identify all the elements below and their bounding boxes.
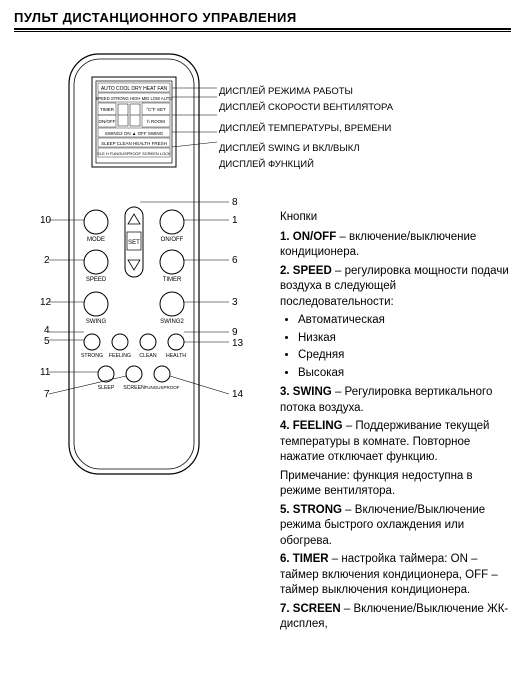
callout-5: 5 <box>44 336 50 347</box>
callout-8: 8 <box>232 197 238 208</box>
callout-11: 11 <box>40 367 50 378</box>
item-1-bold: 1. ON/OFF <box>280 231 336 243</box>
callout-6: 6 <box>232 255 238 266</box>
label-mode: ДИСПЛЕЙ РЕЖИМА РАБОТЫ <box>219 87 393 98</box>
item-5: 5. STRONG – Включение/Выключение режима … <box>280 503 511 550</box>
btn-swing-label: SWING <box>86 319 107 325</box>
callout-4: 4 <box>44 325 50 336</box>
item-4: 4. FEELING – Поддерживание текущей темпе… <box>280 419 511 466</box>
btn-speed-label: SPEED <box>86 277 107 283</box>
btn-clean-label: CLEAN <box>139 353 157 359</box>
item-5-bold: 5. STRONG <box>280 504 342 516</box>
speed-low: Низкая <box>298 331 511 347</box>
speed-list: Автоматическая Низкая Средняя Высокая <box>280 313 511 381</box>
item-7: 7. SCREEN – Включение/Выключение ЖК-дисп… <box>280 602 511 633</box>
btn-timer-label: TIMER <box>163 277 182 283</box>
lcd-row7: ELE.H FUNGUSPROOF SCREEN LOCK <box>97 151 171 156</box>
btn-onoff-label: ON/OFF <box>161 237 184 243</box>
callout-14: 14 <box>232 389 243 400</box>
item-2-bold: 2. SPEED <box>280 265 332 277</box>
btn-swing2-label: SWING2 <box>160 319 184 325</box>
item-4-bold: 4. FEELING <box>280 420 343 432</box>
btn-health-label: HEALTH <box>166 353 186 359</box>
btn-fungus-label: FUNGUSPROOF <box>144 385 179 390</box>
label-swing: ДИСПЛЕЙ SWING И ВКЛ/ВЫКЛ <box>219 144 393 155</box>
btn-screen-label: SCREEN <box>123 385 145 391</box>
lcd-row1: AUTO COOL DRY HEAT FAN <box>101 86 168 92</box>
lcd-cf: °C°F SET <box>146 107 166 112</box>
remote-diagram: AUTO COOL DRY HEAT FAN SPEED STRONG HIGH… <box>14 42 274 482</box>
left-column: AUTO COOL DRY HEAT FAN SPEED STRONG HIGH… <box>14 42 274 482</box>
btn-sleep-label: SLEEP <box>98 385 115 391</box>
callout-7: 7 <box>44 389 50 400</box>
item-7-bold: 7. SCREEN <box>280 603 341 615</box>
callout-2: 2 <box>44 255 50 266</box>
btn-mode-label: MODE <box>87 237 105 243</box>
rule-thin <box>14 31 511 32</box>
buttons-heading: Кнопки <box>280 210 511 226</box>
item-4-note: Примечание: функция недоступна в режиме … <box>280 469 511 500</box>
callout-3: 3 <box>232 297 238 308</box>
label-temptime: ДИСПЛЕЙ ТЕМПЕРАТУРЫ, ВРЕМЕНИ <box>219 124 393 135</box>
lcd-row5: SWING2 ON ▲ OFF SWING <box>105 131 164 136</box>
lcd-row6: SLEEP CLEAN HEALTH FRESH <box>101 141 167 146</box>
item-1: 1. ON/OFF – включение/выключение кондици… <box>280 230 511 261</box>
speed-mid: Средняя <box>298 348 511 364</box>
item-2: 2. SPEED – регулировка мощности подачи в… <box>280 264 511 311</box>
label-fanspeed: ДИСПЛЕЙ СКОРОСТИ ВЕНТИЛЯТОРА <box>219 103 393 114</box>
lcd-room: h ROOM <box>147 119 165 124</box>
callout-1: 1 <box>232 215 238 226</box>
speed-high: Высокая <box>298 366 511 382</box>
lcd-onoff: ON/OFF <box>99 119 116 124</box>
btn-strong-label: STRONG <box>81 353 103 359</box>
item-6-bold: 6. TIMER <box>280 553 329 565</box>
item-6: 6. TIMER – настройка таймера: ON – тайме… <box>280 552 511 599</box>
lcd-row2: SPEED STRONG HIGH MID LOW AUTO <box>96 96 174 101</box>
callout-10: 10 <box>40 215 51 226</box>
page-title: ПУЛЬТ ДИСТАНЦИОННОГО УПРАВЛЕНИЯ <box>14 10 511 25</box>
display-labels: ДИСПЛЕЙ РЕЖИМА РАБОТЫ ДИСПЛЕЙ СКОРОСТИ В… <box>219 87 393 176</box>
lcd-timer: TIMER <box>100 107 115 112</box>
callout-9: 9 <box>232 327 238 338</box>
callout-13: 13 <box>232 338 243 349</box>
item-3-bold: 3. SWING <box>280 386 332 398</box>
speed-auto: Автоматическая <box>298 313 511 329</box>
btn-set-label: SET <box>128 240 140 246</box>
label-functions: ДИСПЛЕЙ ФУНКЦИЙ <box>219 160 393 171</box>
layout: AUTO COOL DRY HEAT FAN SPEED STRONG HIGH… <box>14 42 511 636</box>
rule-thick <box>14 28 511 30</box>
page: ПУЛЬТ ДИСТАНЦИОННОГО УПРАВЛЕНИЯ AUTO COO… <box>0 0 525 646</box>
callout-12: 12 <box>40 297 51 308</box>
item-3: 3. SWING – Регулировка вертикального пот… <box>280 385 511 416</box>
btn-feeling-label: FEELING <box>109 353 131 359</box>
